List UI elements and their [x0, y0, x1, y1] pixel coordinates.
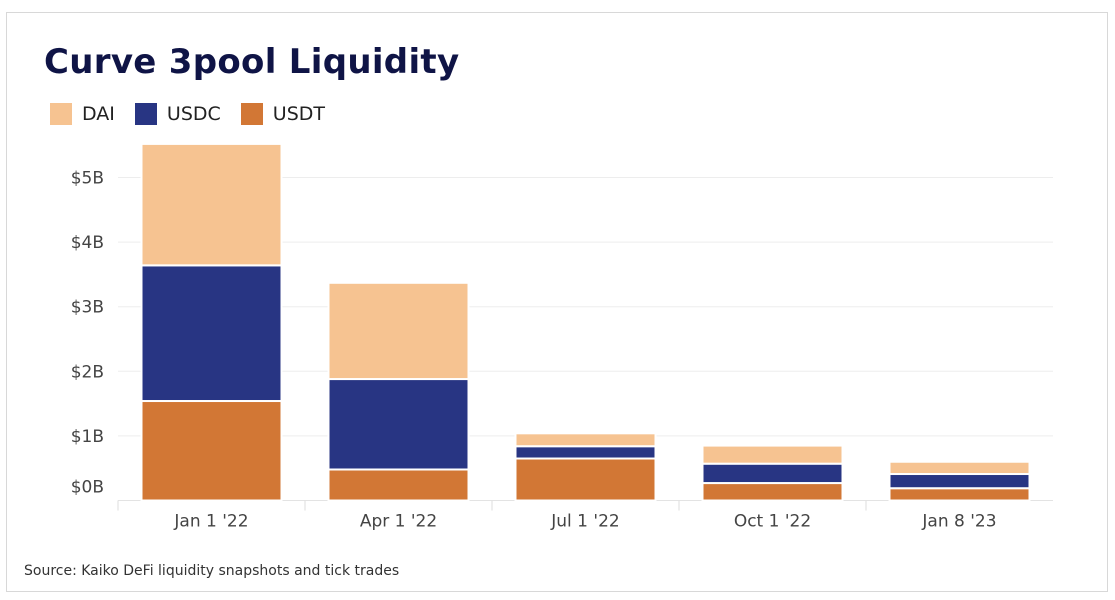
source-note: Source: Kaiko DeFi liquidity snapshots a…: [24, 563, 400, 579]
chart-title: Curve 3pool Liquidity: [44, 42, 460, 82]
y-tick-label: $1B: [71, 427, 104, 447]
bar-usdc: [140, 264, 283, 403]
y-tick-label: $5B: [71, 169, 104, 189]
bar-usdc: [888, 473, 1031, 490]
legend-swatch-usdc: [134, 103, 157, 125]
legend-label-usdc: USDC: [166, 103, 221, 125]
x-tick-label: Apr 1 '22: [360, 512, 437, 532]
legend-item-usdt[interactable]: USDT: [240, 103, 325, 125]
bar-usdt: [327, 468, 470, 502]
bar-dai: [140, 142, 283, 267]
bar-usdt: [888, 487, 1031, 502]
x-tick-label: Oct 1 '22: [734, 512, 811, 532]
x-tick-label: Jul 1 '22: [550, 512, 619, 532]
y-tick-label: $4B: [71, 233, 104, 253]
legend-swatch-dai: [50, 103, 72, 125]
bar-usdt: [514, 457, 657, 502]
bar-dai: [888, 460, 1031, 476]
legend-label-dai: DAI: [82, 103, 115, 125]
y-tick-label: $2B: [71, 362, 104, 382]
bar-usdt: [701, 482, 844, 502]
legend-item-dai[interactable]: DAI: [50, 103, 115, 125]
x-tick-label: Jan 8 '23: [921, 512, 996, 532]
bar-usdc: [514, 445, 657, 460]
x-tick-label: Jan 1 '22: [173, 512, 248, 532]
y-tick-label: $0B: [71, 478, 104, 498]
bar-usdc: [327, 378, 470, 471]
bar-dai: [514, 432, 657, 448]
legend: DAI USDC USDT: [50, 103, 325, 125]
bar-dai: [327, 281, 470, 381]
legend-item-usdc[interactable]: USDC: [134, 103, 221, 125]
bar-usdt: [140, 400, 283, 502]
legend-swatch-usdt: [240, 103, 263, 125]
y-tick-label: $3B: [71, 298, 104, 318]
bar-usdc: [701, 462, 844, 485]
bar-dai: [701, 444, 844, 465]
legend-label-usdt: USDT: [272, 103, 325, 125]
